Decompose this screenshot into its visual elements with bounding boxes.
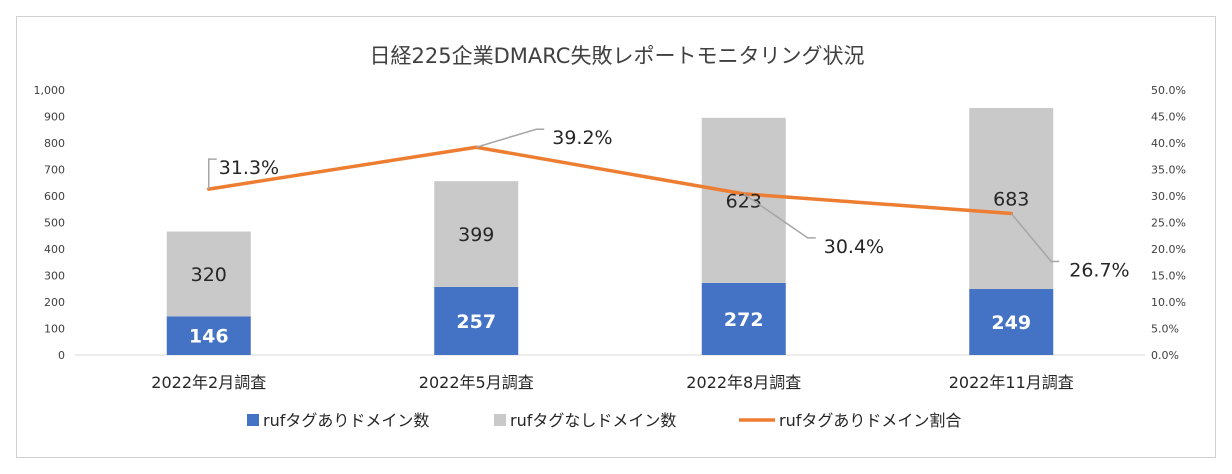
category-label: 2022年11月調査 <box>949 373 1074 392</box>
right-tick-label: 20.0% <box>1151 243 1186 256</box>
ratio-label: 30.4% <box>824 236 884 258</box>
ratio-leader-line <box>476 128 545 148</box>
ratio-line-group <box>207 145 1013 216</box>
left-tick-label: 400 <box>44 243 65 256</box>
ratio-label: 26.7% <box>1069 259 1129 281</box>
ratio-leader-line <box>208 158 217 190</box>
bar-noruf-label: 320 <box>191 264 227 286</box>
left-tick-label: 900 <box>44 111 65 124</box>
ratio-line <box>207 145 1013 216</box>
legend-swatch <box>494 414 506 426</box>
bar-noruf <box>969 108 1054 290</box>
bar-ruf <box>434 286 519 355</box>
right-axis: 0.0% 5.0% 10.0% 15.0% 20.0% 25.0% 30.0% 35.0% 40… <box>1151 84 1186 362</box>
bar-noruf-label: 623 <box>726 190 762 212</box>
legend-swatch <box>247 414 259 426</box>
left-tick-label: 800 <box>44 137 65 150</box>
left-tick-label: 300 <box>44 270 65 283</box>
right-tick-label: 45.0% <box>1151 111 1186 124</box>
right-tick-label: 40.0% <box>1151 137 1186 150</box>
legend-label: rufタグありドメイン数 <box>263 411 429 430</box>
ratio-label: 31.3% <box>219 157 279 179</box>
legend-label: rufタグありドメイン割合 <box>779 411 961 430</box>
legend-label: rufタグなしドメイン数 <box>510 411 676 430</box>
ratio-leader-line <box>1010 213 1060 263</box>
right-tick-label: 35.0% <box>1151 164 1186 177</box>
right-tick-label: 30.0% <box>1151 190 1186 203</box>
category-label: 2022年8月調査 <box>686 373 801 392</box>
right-tick-label: 25.0% <box>1151 217 1186 230</box>
bar-noruf-label: 683 <box>993 189 1029 211</box>
bar-ruf <box>701 282 786 355</box>
bar-noruf-label: 399 <box>458 224 494 246</box>
right-tick-label: 10.0% <box>1151 296 1186 309</box>
bar-ruf <box>969 289 1054 355</box>
bar-noruf <box>166 231 251 317</box>
bar-ruf-label: 272 <box>724 309 764 331</box>
left-tick-label: 0 <box>58 349 65 362</box>
category-labels: 2022年2月調査 2022年5月調査 2022年8月調査 2022年11月調査 <box>151 373 1074 392</box>
data-labels-group: 146 320 257 399 272 623 249 683 31.3% 39.2% 30.4% 2… <box>189 127 1130 347</box>
bar-ruf-label: 249 <box>991 312 1031 334</box>
bar-noruf <box>434 181 519 287</box>
bar-ruf-label: 257 <box>456 311 496 333</box>
left-tick-label: 500 <box>44 217 65 230</box>
chart-frame: 日経225企業DMARC失敗レポートモニタリング状況 0 100 200 300 400… <box>16 16 1216 458</box>
ratio-label: 39.2% <box>552 127 612 149</box>
right-tick-label: 0.0% <box>1151 349 1179 362</box>
legend: rufタグありドメイン数 rufタグなしドメイン数 rufタグありドメイン割合 <box>247 411 961 430</box>
left-tick-label: 700 <box>44 164 65 177</box>
chart-svg: 日経225企業DMARC失敗レポートモニタリング状況 0 100 200 300 400… <box>34 44 1186 430</box>
bar-ruf-label: 146 <box>189 326 229 348</box>
category-label: 2022年5月調査 <box>419 373 534 392</box>
chart-title: 日経225企業DMARC失敗レポートモニタリング状況 <box>370 44 865 68</box>
left-tick-label: 200 <box>44 296 65 309</box>
left-tick-label: 1,000 <box>34 84 66 97</box>
bar-ruf <box>166 316 251 355</box>
ratio-leader-line <box>743 193 816 239</box>
right-tick-label: 50.0% <box>1151 84 1186 97</box>
bar-noruf <box>701 117 786 283</box>
right-tick-label: 15.0% <box>1151 270 1186 283</box>
left-axis: 0 100 200 300 400 500 600 700 800 900 1,000 <box>34 84 66 362</box>
left-tick-label: 600 <box>44 190 65 203</box>
left-tick-label: 100 <box>44 323 65 336</box>
category-label: 2022年2月調査 <box>151 373 266 392</box>
bars-group <box>166 108 1054 355</box>
right-tick-label: 5.0% <box>1151 323 1179 336</box>
